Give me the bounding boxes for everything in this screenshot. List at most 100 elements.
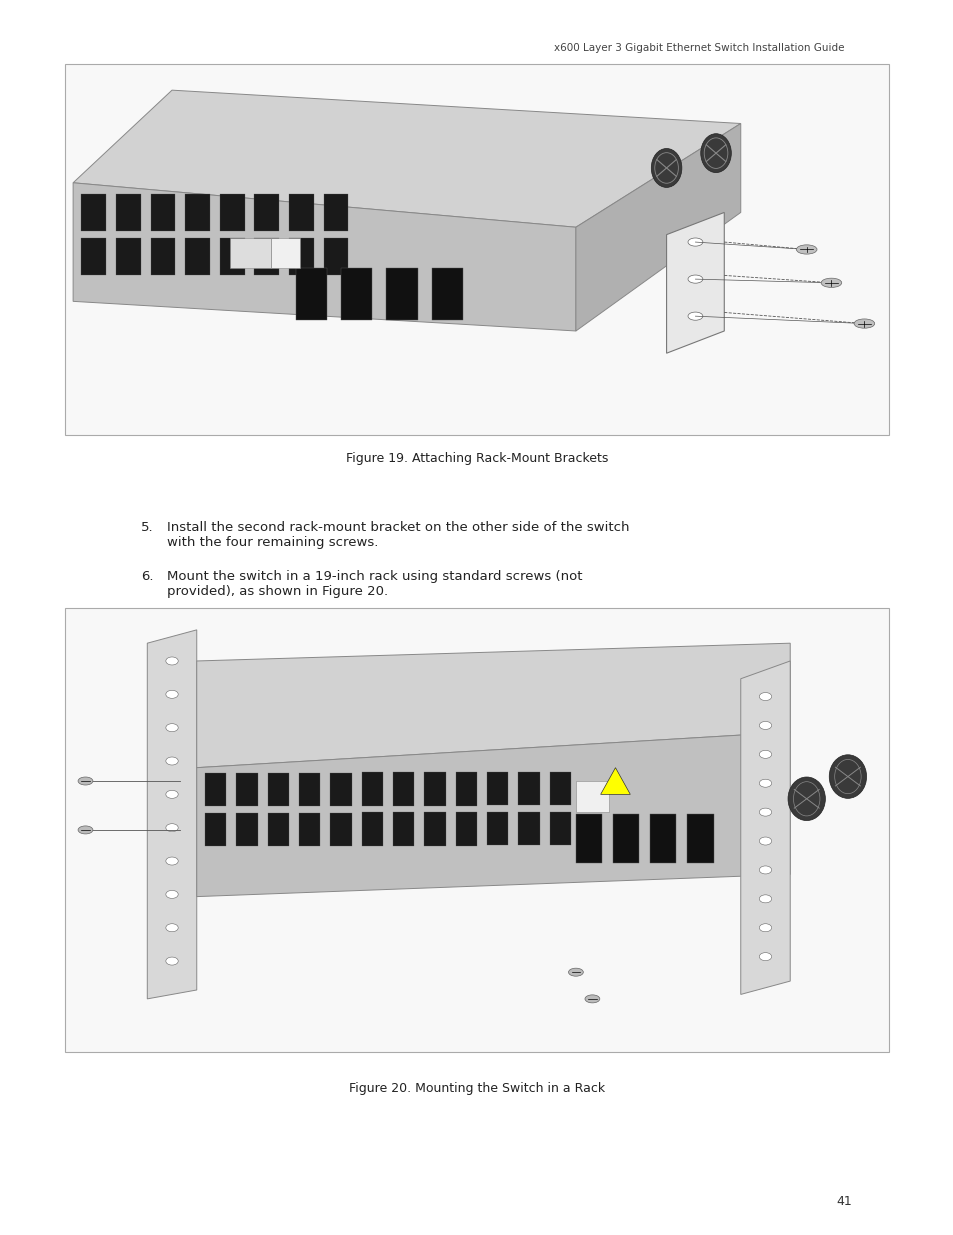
Bar	[230, 238, 271, 268]
Ellipse shape	[166, 924, 178, 931]
Bar	[330, 813, 352, 846]
Polygon shape	[73, 90, 740, 227]
Bar	[393, 813, 414, 846]
Bar	[517, 813, 539, 846]
Bar	[65, 608, 888, 1052]
Ellipse shape	[821, 278, 841, 288]
Bar	[81, 238, 106, 275]
Bar	[298, 773, 320, 806]
Text: x600 Layer 3 Gigabit Ethernet Switch Installation Guide: x600 Layer 3 Gigabit Ethernet Switch Ins…	[553, 43, 843, 53]
Ellipse shape	[687, 275, 702, 283]
Ellipse shape	[700, 133, 731, 173]
Polygon shape	[576, 124, 740, 331]
Ellipse shape	[166, 824, 178, 831]
Bar	[549, 811, 570, 845]
Ellipse shape	[759, 952, 771, 961]
Polygon shape	[196, 732, 789, 897]
Bar	[298, 813, 320, 846]
Bar	[116, 238, 140, 275]
Bar	[151, 194, 175, 231]
Bar	[431, 268, 462, 320]
Bar	[361, 813, 383, 846]
Polygon shape	[73, 183, 576, 331]
Polygon shape	[740, 661, 789, 994]
Bar	[340, 268, 372, 320]
Bar	[424, 772, 445, 805]
Ellipse shape	[759, 895, 771, 903]
Bar	[185, 194, 210, 231]
Ellipse shape	[759, 693, 771, 700]
Bar	[236, 813, 257, 846]
Bar	[295, 268, 327, 320]
Ellipse shape	[651, 148, 681, 188]
Ellipse shape	[166, 957, 178, 965]
Bar	[219, 194, 244, 231]
Ellipse shape	[759, 924, 771, 931]
Text: 5.: 5.	[141, 521, 153, 534]
Bar	[361, 772, 383, 805]
Bar	[486, 813, 508, 846]
Bar	[65, 64, 888, 435]
Text: Mount the switch in a 19-inch rack using standard screws (not
provided), as show: Mount the switch in a 19-inch rack using…	[167, 571, 582, 598]
Ellipse shape	[166, 790, 178, 798]
Bar	[549, 772, 570, 805]
Ellipse shape	[853, 319, 874, 329]
Ellipse shape	[787, 777, 824, 820]
Bar	[486, 772, 508, 805]
Bar	[81, 194, 106, 231]
Ellipse shape	[166, 690, 178, 698]
Bar	[456, 813, 476, 846]
Bar	[576, 814, 601, 863]
Ellipse shape	[687, 312, 702, 320]
Ellipse shape	[78, 777, 92, 785]
Ellipse shape	[584, 995, 599, 1003]
Bar	[686, 814, 713, 863]
Text: Install the second rack-mount bracket on the other side of the switch
with the f: Install the second rack-mount bracket on…	[167, 521, 629, 548]
Ellipse shape	[166, 757, 178, 764]
Text: Figure 19. Attaching Rack-Mount Brackets: Figure 19. Attaching Rack-Mount Brackets	[345, 452, 608, 466]
Bar	[254, 238, 279, 275]
Ellipse shape	[166, 890, 178, 898]
Ellipse shape	[759, 808, 771, 816]
Ellipse shape	[166, 857, 178, 864]
Text: Figure 20. Mounting the Switch in a Rack: Figure 20. Mounting the Switch in a Rack	[349, 1082, 604, 1095]
Polygon shape	[600, 768, 630, 794]
Ellipse shape	[568, 968, 582, 976]
Bar	[323, 194, 348, 231]
Bar	[254, 194, 279, 231]
Ellipse shape	[759, 779, 771, 787]
Polygon shape	[196, 643, 789, 768]
Ellipse shape	[759, 837, 771, 845]
Bar	[393, 772, 414, 805]
Bar	[268, 773, 289, 806]
Ellipse shape	[687, 238, 702, 246]
Ellipse shape	[828, 755, 865, 798]
Polygon shape	[666, 212, 723, 353]
Bar	[323, 238, 348, 275]
Bar	[386, 268, 417, 320]
Bar	[649, 814, 676, 863]
Bar	[517, 772, 539, 805]
Text: 41: 41	[836, 1194, 851, 1208]
Bar	[185, 238, 210, 275]
Bar	[424, 813, 445, 846]
Ellipse shape	[166, 724, 178, 731]
Bar	[219, 238, 244, 275]
Ellipse shape	[166, 657, 178, 664]
Ellipse shape	[759, 866, 771, 874]
Bar	[151, 238, 175, 275]
Ellipse shape	[78, 826, 92, 834]
Bar	[205, 813, 226, 846]
Polygon shape	[147, 630, 196, 999]
Bar	[271, 238, 299, 268]
Bar	[205, 773, 226, 806]
Bar	[456, 772, 476, 805]
Bar	[116, 194, 140, 231]
Bar	[236, 773, 257, 806]
Bar	[289, 238, 314, 275]
Bar	[289, 194, 314, 231]
Bar	[330, 773, 352, 806]
Ellipse shape	[796, 245, 816, 254]
Ellipse shape	[759, 721, 771, 730]
Bar	[268, 813, 289, 846]
